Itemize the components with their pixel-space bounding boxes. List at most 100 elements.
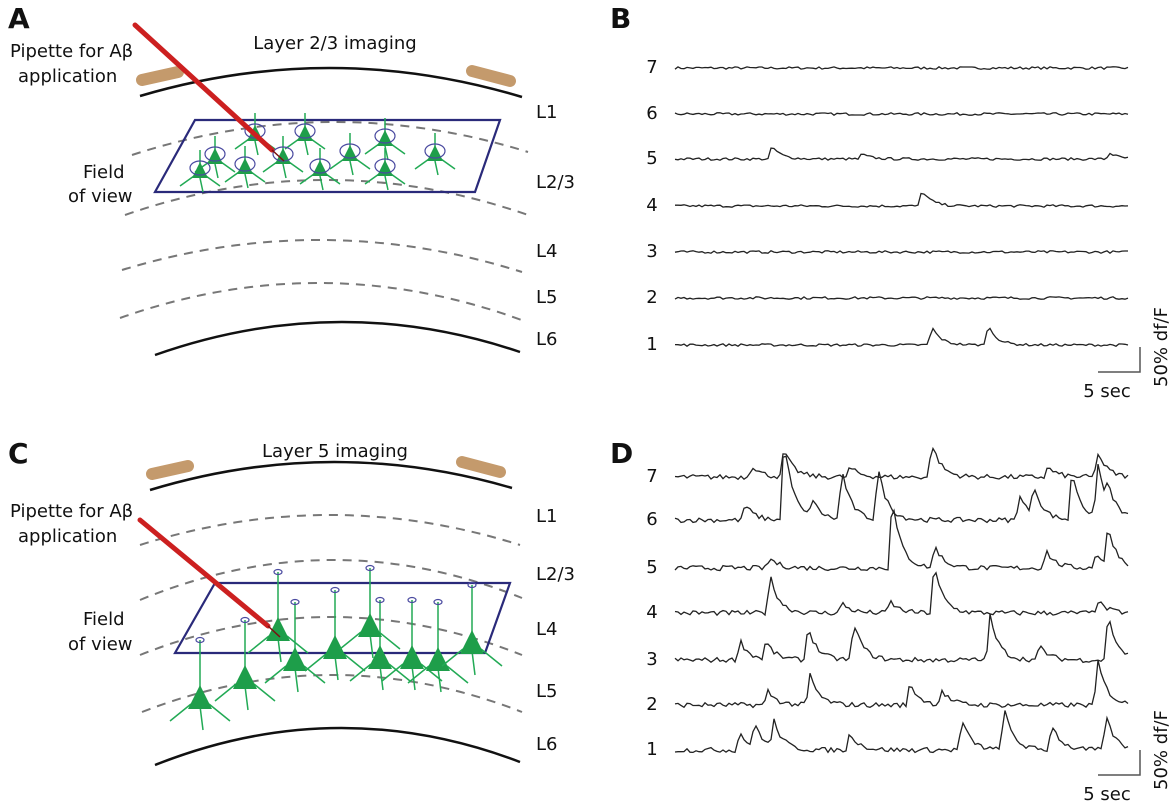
roi: [195, 636, 205, 644]
trace-label: 5: [646, 148, 657, 169]
roi: [244, 123, 266, 139]
trace-label: 7: [646, 466, 657, 487]
layer-boundary: [141, 674, 523, 713]
roi: [189, 160, 211, 176]
trace-label: 4: [646, 195, 657, 216]
trace: [674, 327, 1129, 348]
scale-bar: [1098, 347, 1141, 373]
neuron-soma: [342, 145, 358, 161]
layer-label: L5: [536, 681, 557, 702]
trace: [674, 147, 1129, 161]
trace-label: 6: [646, 509, 657, 530]
neuron-dendrite: [224, 146, 266, 189]
roi: [339, 143, 361, 159]
trace-label: 2: [646, 287, 657, 308]
layer-label: L6: [536, 329, 557, 350]
neuron-soma: [237, 158, 253, 174]
trace: [674, 571, 1129, 617]
panel-letter: D: [610, 437, 633, 470]
scale-bar: [1098, 750, 1141, 776]
trace: [675, 192, 1129, 208]
fov-label: Field: [83, 162, 125, 183]
trace-label: 6: [646, 103, 657, 124]
roi: [290, 598, 300, 606]
pipette-tip: [271, 149, 285, 162]
roi: [365, 564, 375, 572]
neuron-dendrite: [169, 640, 231, 731]
neuron-soma: [323, 635, 347, 659]
roi: [374, 128, 396, 144]
pipette-label: application: [18, 66, 117, 87]
trace-label: 1: [646, 334, 657, 355]
skull: [456, 456, 506, 478]
neuron-dendrite: [247, 572, 309, 663]
layer-boundary: [131, 121, 529, 156]
layer-boundary: [139, 559, 523, 601]
neuron-soma: [233, 665, 257, 689]
pipette-label: application: [18, 526, 117, 547]
roi: [374, 158, 396, 174]
trace: [674, 455, 1129, 524]
roi: [309, 158, 331, 174]
trace-label: 3: [646, 241, 657, 262]
neuron-soma: [283, 647, 307, 671]
cortex-boundary: [149, 460, 513, 492]
scale-y-label: 50% df/F: [1151, 710, 1172, 790]
roi: [234, 156, 256, 172]
neuron-dendrite: [329, 133, 371, 176]
cortex-boundary: [154, 320, 521, 357]
neuron-soma: [188, 685, 212, 709]
trace: [674, 710, 1129, 754]
layer-label: L4: [536, 619, 557, 640]
pipette: [137, 517, 271, 629]
layer-label: L1: [536, 102, 557, 123]
neuron-dendrite: [339, 568, 401, 659]
layer-boundary: [121, 239, 523, 273]
layer-label: L1: [536, 506, 557, 527]
panel-letter: B: [610, 2, 631, 35]
neuron-soma: [266, 617, 290, 641]
roi: [240, 616, 250, 624]
roi: [375, 596, 385, 604]
layer-label: L2/3: [536, 172, 575, 193]
neuron-dendrite: [349, 600, 411, 691]
trace: [674, 112, 1129, 116]
neuron-dendrite: [364, 148, 406, 191]
trace: [674, 508, 1129, 572]
scale-y-label: 50% df/F: [1151, 307, 1172, 387]
neuron-soma: [400, 645, 424, 669]
trace-label: 3: [646, 649, 657, 670]
neuron-soma: [275, 148, 291, 164]
neuron-dendrite: [441, 585, 503, 676]
trace: [674, 446, 1129, 481]
neuron-dendrite: [407, 602, 469, 693]
scale-x-label: 5 sec: [1083, 784, 1131, 803]
scale-x-label: 5 sec: [1083, 381, 1131, 402]
skull: [136, 66, 184, 86]
layer-boundary: [139, 514, 521, 546]
trace: [674, 613, 1129, 664]
trace-label: 4: [646, 602, 657, 623]
neuron-soma: [377, 130, 393, 146]
roi: [273, 568, 283, 576]
trace: [674, 66, 1129, 71]
field-of-view: [153, 118, 502, 194]
layer-label: L2/3: [536, 564, 575, 585]
layer-label: L6: [536, 734, 557, 755]
neuron-soma: [207, 148, 223, 164]
layer-boundary: [119, 281, 528, 323]
neuron-soma: [460, 630, 484, 654]
pipette-label: Pipette for Aβ: [10, 501, 133, 522]
pipette-label: Pipette for Aβ: [10, 41, 133, 62]
layer-label: L5: [536, 287, 557, 308]
trace-label: 2: [646, 694, 657, 715]
neuron-dendrite: [364, 118, 406, 161]
roi: [424, 143, 446, 159]
skull: [146, 460, 194, 480]
neuron-dendrite: [414, 133, 456, 176]
roi: [330, 586, 340, 594]
panel-letter: A: [8, 2, 30, 35]
neuron-dendrite: [179, 150, 221, 193]
neuron-dendrite: [304, 590, 366, 681]
neuron-soma: [368, 645, 392, 669]
